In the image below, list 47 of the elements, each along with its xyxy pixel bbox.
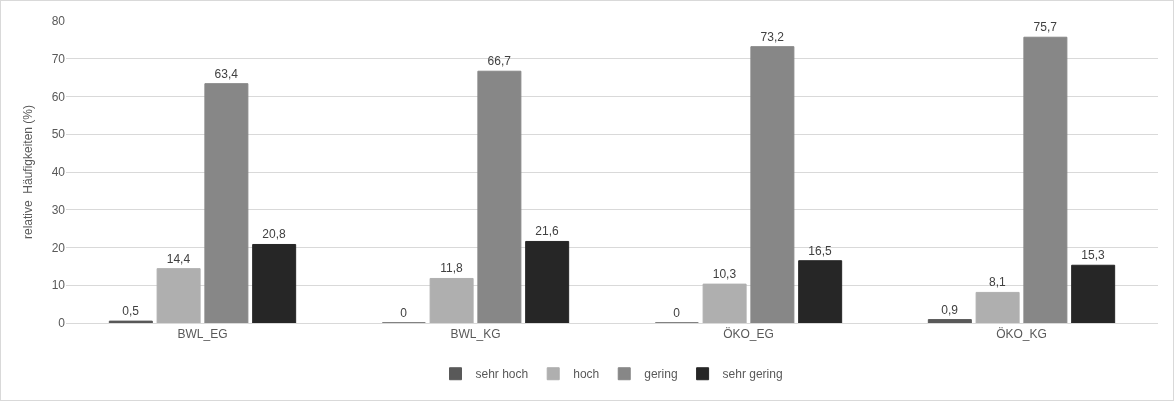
data-label: 75,7	[1033, 20, 1058, 35]
bar	[927, 319, 972, 323]
data-label: 20,8	[262, 227, 286, 242]
data-label: 66,7	[487, 54, 512, 69]
data-label: 0	[400, 306, 408, 320]
data-label: 63,4	[214, 66, 239, 81]
x-tick-label: BWL_KG	[450, 327, 501, 342]
y-tick-label: 20	[51, 240, 66, 255]
y-tick-label: 0	[58, 316, 66, 331]
y-tick-label: 50	[51, 127, 66, 142]
data-label: 0,5	[122, 304, 140, 319]
y-tick-label: 40	[51, 165, 66, 180]
legend-label: gering	[644, 367, 678, 382]
bar	[204, 83, 249, 323]
bar	[750, 46, 795, 323]
y-tick-label: 80	[51, 14, 66, 29]
data-label: 14,4	[166, 251, 191, 266]
x-tick-label: BWL_EG	[177, 327, 228, 342]
legend-label: sehr gering	[722, 367, 783, 382]
data-label: 0	[673, 306, 681, 320]
data-label: 15,3	[1081, 248, 1105, 263]
x-tick-label: ÖKO_KG	[996, 327, 1047, 342]
legend-label: hoch	[573, 367, 600, 382]
bar	[1071, 264, 1116, 323]
x-tick-label: ÖKO_EG	[723, 327, 774, 342]
bar	[252, 243, 297, 323]
data-label: 10,3	[712, 267, 737, 282]
y-tick-label: 60	[51, 89, 66, 104]
legend-label: sehr hoch	[475, 367, 529, 382]
bar	[702, 283, 747, 323]
data-label: 21,6	[535, 224, 559, 239]
y-tick-label: 30	[51, 202, 66, 217]
bar	[1023, 36, 1068, 323]
bar	[429, 277, 474, 323]
bar	[975, 291, 1020, 323]
data-label: 73,2	[760, 29, 785, 44]
data-label: 16,5	[808, 243, 832, 258]
data-label: 8,1	[989, 275, 1007, 290]
bar	[525, 240, 570, 323]
y-tick-label: 10	[51, 278, 66, 293]
bar	[798, 260, 843, 323]
data-label: 0,9	[941, 302, 959, 317]
bar	[477, 70, 522, 323]
data-label: 11,8	[440, 261, 464, 276]
bar	[156, 268, 201, 323]
y-tick-label: 70	[51, 51, 66, 66]
y-axis-title: relative Häufigkeiten (%)	[21, 104, 35, 240]
